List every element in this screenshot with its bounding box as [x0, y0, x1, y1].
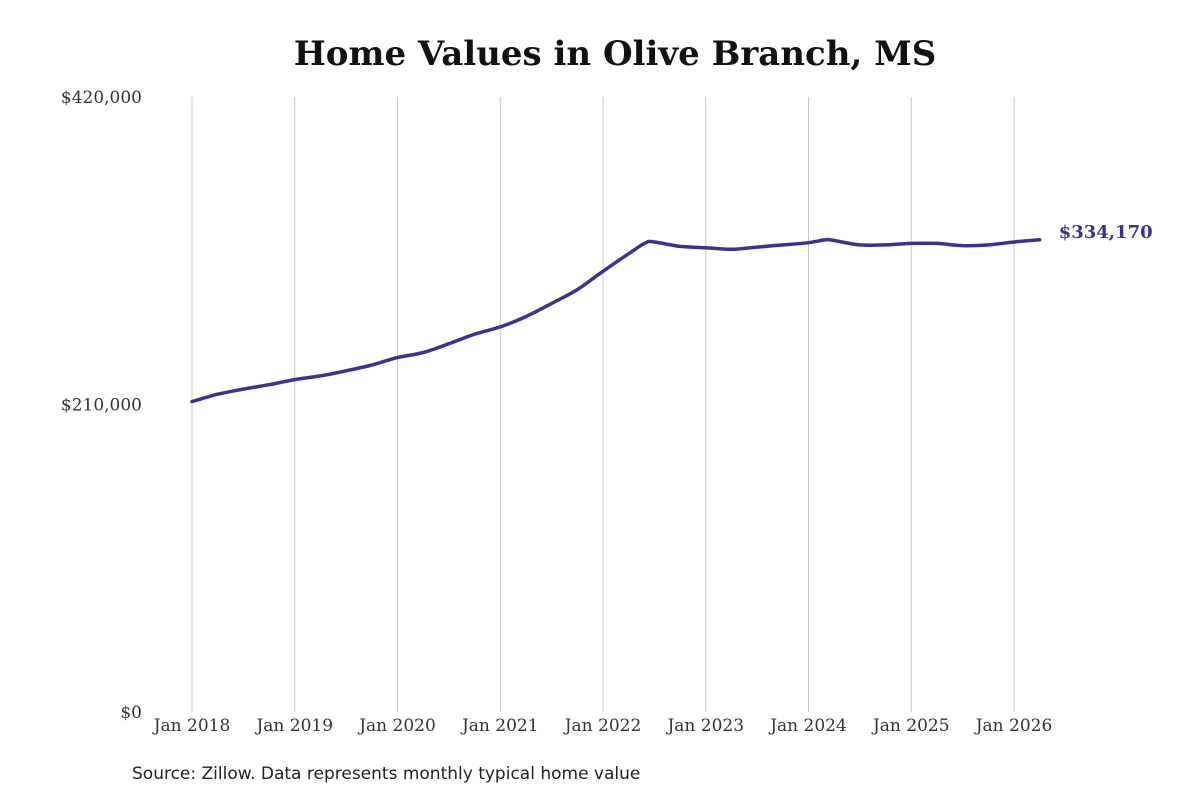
y-tick-label: $210,000 [61, 396, 142, 416]
series-line [190, 237, 1042, 404]
x-tick-label: Jan 2022 [563, 716, 642, 736]
x-tick-label: Jan 2018 [152, 716, 231, 736]
x-tick-label: Jan 2019 [254, 716, 333, 736]
end-value-label: $334,170 [1059, 222, 1153, 243]
y-tick-label: $420,000 [61, 88, 142, 108]
y-tick-label: $0 [120, 703, 142, 723]
x-tick-label: Jan 2021 [460, 716, 539, 736]
x-tick-label: Jan 2020 [357, 716, 436, 736]
x-tick-label: Jan 2024 [768, 716, 847, 736]
source-note: Source: Zillow. Data represents monthly … [132, 764, 641, 784]
x-tick-label: Jan 2026 [974, 716, 1053, 736]
x-tick-label: Jan 2025 [871, 716, 950, 736]
chart-title: Home Values in Olive Branch, MS [293, 34, 937, 74]
x-tick-label: Jan 2023 [665, 716, 744, 736]
